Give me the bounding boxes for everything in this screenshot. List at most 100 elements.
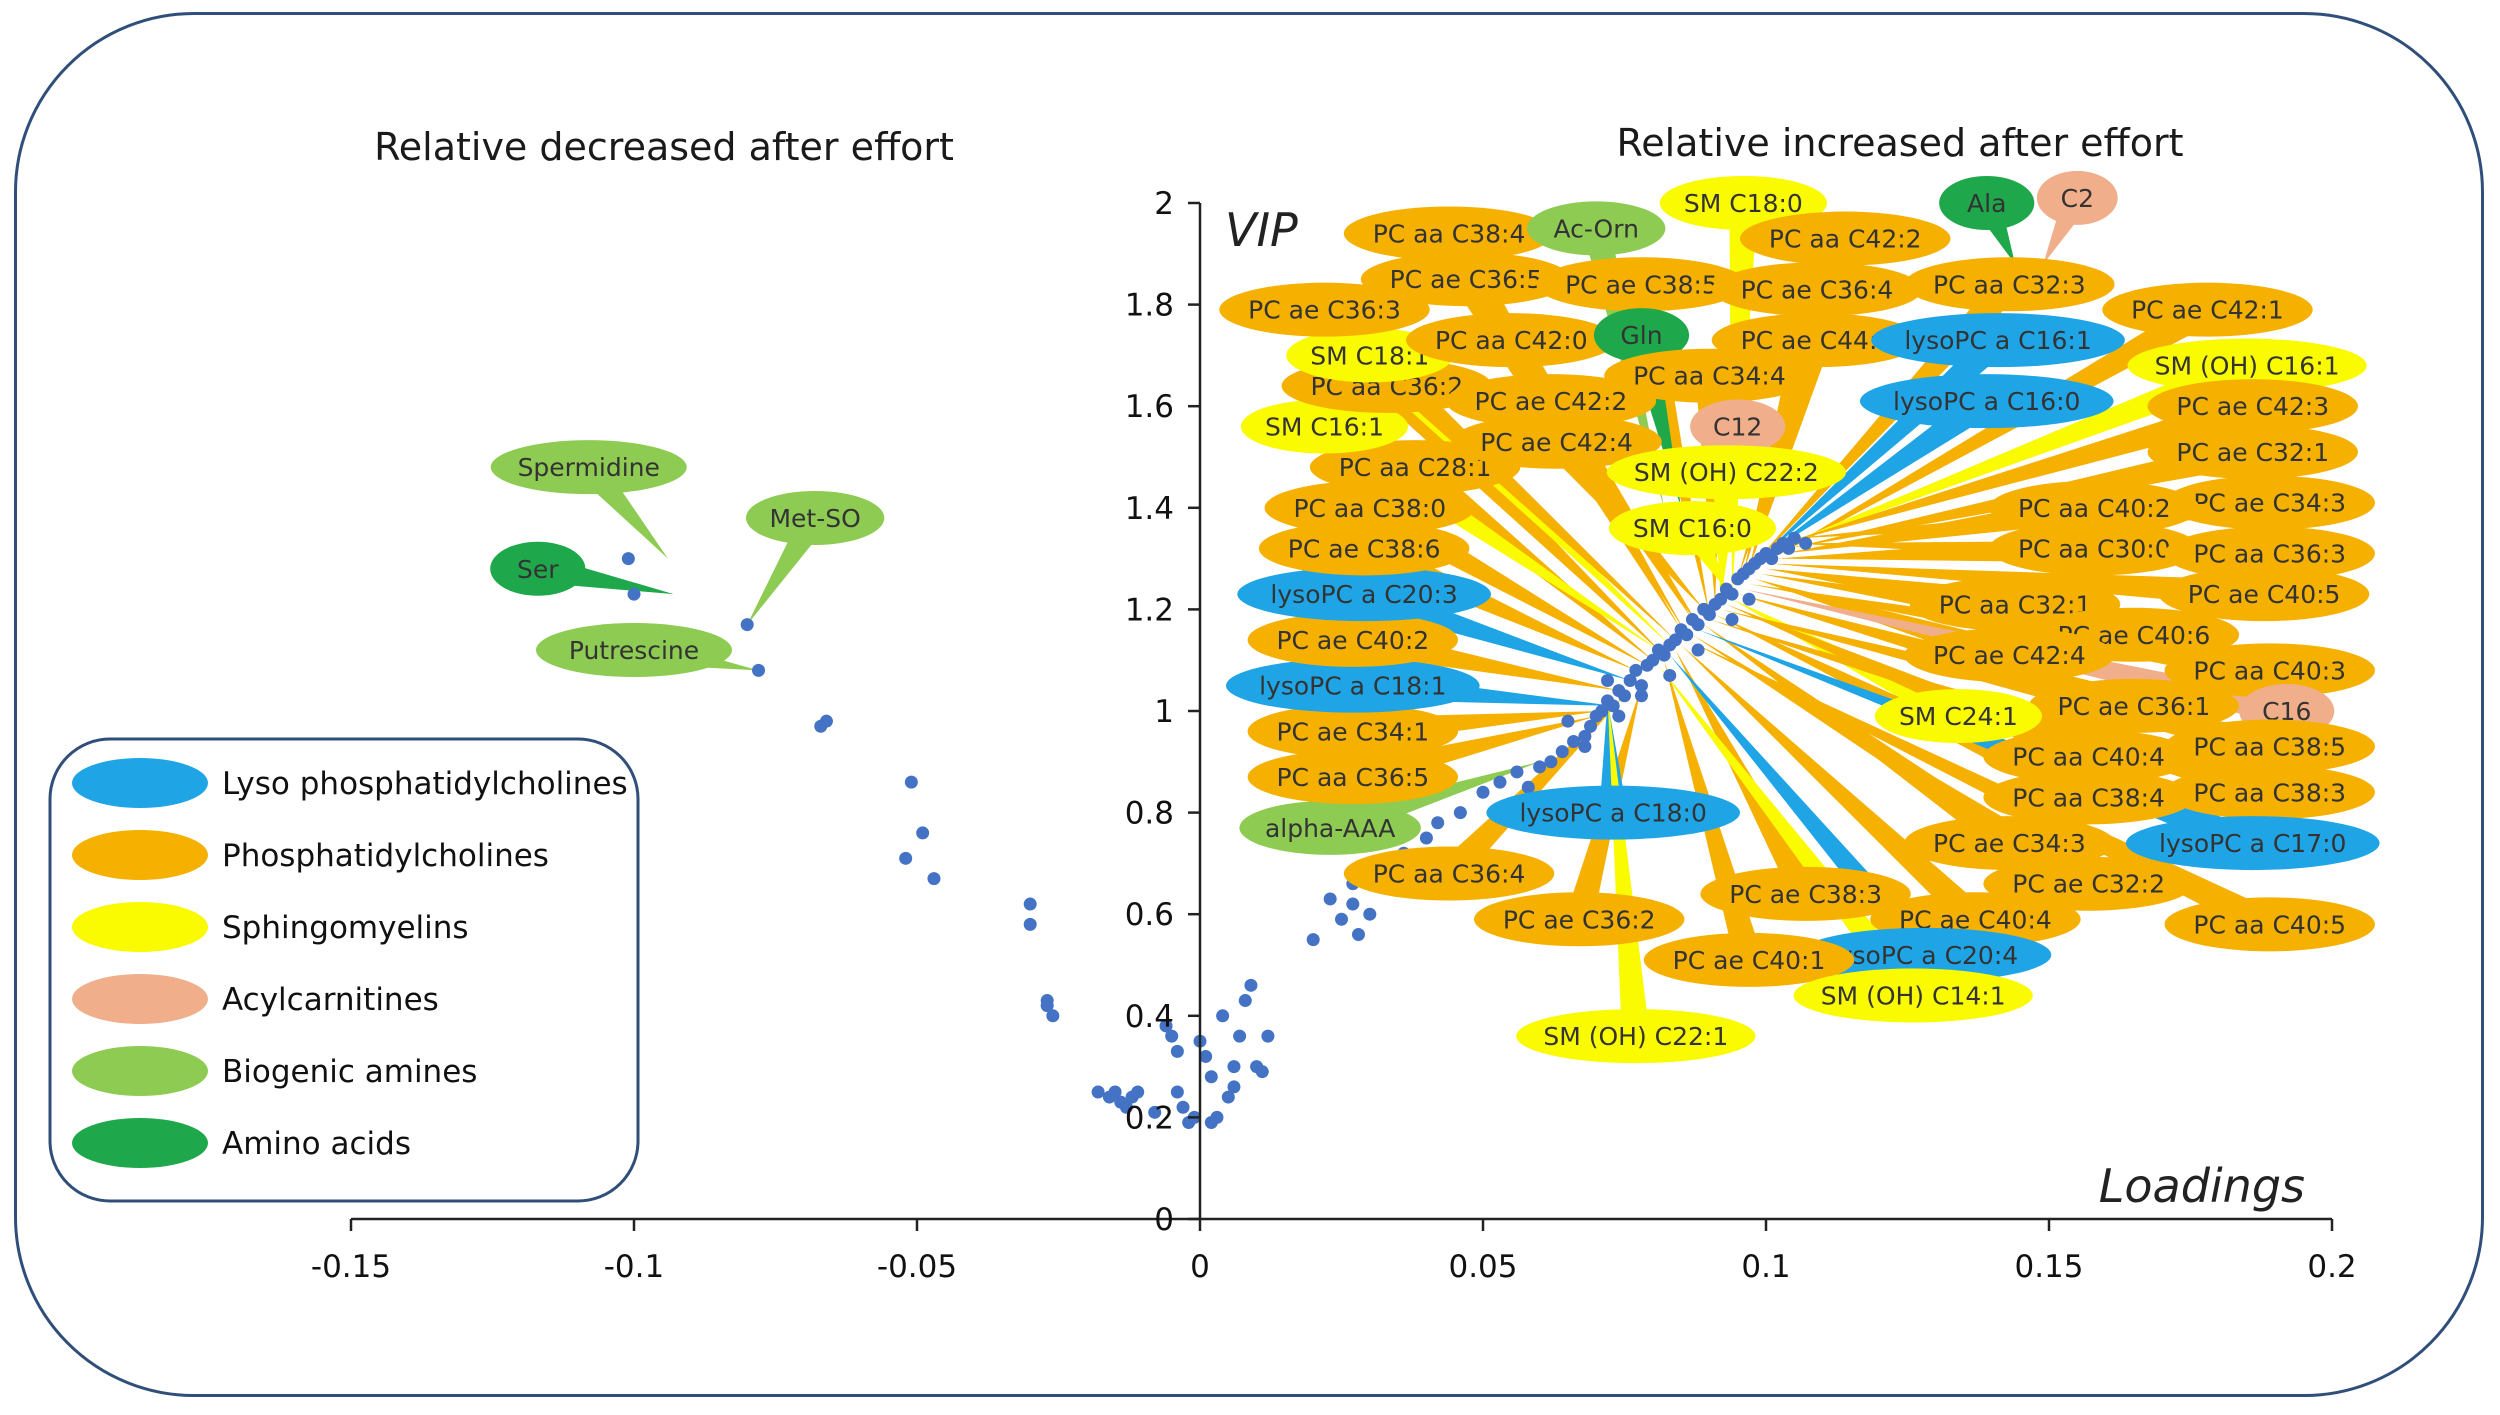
- label-bubble: [1643, 932, 1855, 987]
- data-point: [1691, 618, 1705, 632]
- label-bubble: [2164, 897, 2375, 952]
- label-bubble: [1237, 567, 1491, 622]
- data-point: [1023, 917, 1037, 931]
- data-point: [1159, 1019, 1173, 1033]
- legend-label: Lyso phosphatidylcholines: [222, 766, 628, 802]
- data-point: [1476, 785, 1490, 799]
- data-point: [1233, 1029, 1247, 1043]
- label-bubble: [2127, 338, 2367, 393]
- data-point: [904, 775, 918, 789]
- label-bubble-text: SM (OH) C14:1: [1821, 981, 2006, 1010]
- label-bubble-text: Ser: [517, 555, 559, 584]
- data-point: [1521, 780, 1535, 794]
- data-point: [1176, 1100, 1190, 1114]
- data-point: [1584, 719, 1598, 733]
- data-point: [1227, 1080, 1241, 1094]
- y-tick-label: 1.8: [1125, 288, 1174, 324]
- label-bubble-text: SM (OH) C22:1: [1543, 1022, 1728, 1051]
- data-point: [1618, 689, 1631, 703]
- label-bubble-text: PC ae C36:5: [1390, 265, 1543, 294]
- data-point: [752, 663, 766, 677]
- label-bubble-text: Ac-Orn: [1553, 214, 1639, 243]
- x-tick-label: -0.15: [311, 1249, 391, 1285]
- label-bubble-text: lysoPC a C18:1: [1259, 672, 1446, 701]
- callout-pointer: [1782, 392, 2257, 544]
- label-bubble-text: lysoPC a C16:1: [1904, 326, 2091, 355]
- label-bubble: [1360, 252, 1572, 307]
- label-bubble: [1904, 628, 2115, 683]
- label-bubble-text: PC ae C42:2: [1475, 387, 1628, 416]
- label-bubble: [1226, 658, 1480, 713]
- label-bubble: [1904, 816, 2115, 871]
- label-bubble: [490, 440, 687, 495]
- label-bubble-text: SM (OH) C16:1: [2155, 352, 2340, 381]
- data-point: [1595, 704, 1609, 718]
- label-bubble-text: PC aa C40:5: [2193, 910, 2346, 939]
- label-bubble: [1343, 206, 1555, 261]
- label-bubble: [1406, 313, 1617, 368]
- data-point: [1170, 1085, 1184, 1099]
- callout-pointer: [1681, 644, 1985, 930]
- label-bubble-text: PC aa C40:4: [2012, 743, 2165, 772]
- data-point: [1023, 897, 1037, 911]
- label-bubble: [2164, 643, 2375, 698]
- data-point: [1493, 775, 1507, 789]
- legend-swatch: [72, 974, 208, 1024]
- data-point: [1657, 648, 1671, 662]
- label-bubble-layer: Spermidine Ser Met-SO Putrescine alpha-AAA PC…: [490, 170, 2380, 1064]
- label-bubble-text: PC ae C34:3: [2193, 489, 2346, 518]
- data-point: [1351, 928, 1365, 942]
- label-bubble: [1474, 892, 1685, 947]
- data-point: [1663, 668, 1677, 682]
- figure-frame: [14, 12, 2484, 1397]
- data-point: [1634, 689, 1648, 703]
- y-tick-label: 0.2: [1125, 1100, 1174, 1136]
- label-bubble: [1711, 313, 1923, 368]
- label-bubble-text: PC aa C32:3: [1933, 270, 2086, 299]
- label-bubble-text: SM C16:0: [1633, 514, 1752, 543]
- data-point: [1601, 674, 1615, 688]
- data-point: [1702, 607, 1716, 621]
- label-bubble-text: PC ae C42:1: [2131, 296, 2284, 325]
- y-tick-label: 0: [1154, 1202, 1174, 1238]
- label-bubble-text: lysoPC a C18:0: [1519, 799, 1706, 828]
- y-tick-label: 1.6: [1125, 389, 1174, 425]
- label-bubble: [1593, 308, 1690, 363]
- label-bubble-text: PC ae C44:5: [1741, 326, 1894, 355]
- label-bubble: [1690, 399, 1786, 454]
- data-point: [1131, 1085, 1145, 1099]
- label-bubble-text: PC ae C38:5: [1565, 270, 1718, 299]
- label-bubble: [2147, 424, 2358, 479]
- data-point: [1227, 1060, 1241, 1074]
- data-point: [1363, 907, 1377, 921]
- x-tick-label: 0: [1190, 1249, 1210, 1285]
- label-bubble-text: Spermidine: [518, 453, 660, 482]
- data-point: [1255, 1065, 1269, 1079]
- data-point: [1725, 587, 1739, 601]
- data-point: [1431, 816, 1445, 830]
- legend-swatch: [72, 1118, 208, 1168]
- label-bubble: [1247, 704, 1459, 759]
- label-bubble-text: PC ae C34:3: [1933, 829, 2086, 858]
- data-point: [1453, 806, 1467, 820]
- data-point: [1561, 714, 1575, 728]
- label-bubble: [1445, 374, 1657, 429]
- x-axis-title: Loadings: [2099, 1159, 2305, 1213]
- label-bubble-text: lysoPC a C20:4: [1831, 941, 2018, 970]
- label-bubble: [2028, 678, 2240, 733]
- data-point: [1510, 765, 1524, 779]
- label-bubble: [1343, 846, 1555, 901]
- label-bubble-text: PC ae C38:6: [1288, 534, 1441, 563]
- data-point: [1238, 994, 1252, 1008]
- label-bubble: [1247, 612, 1459, 667]
- x-tick-label: 0.2: [2307, 1249, 2356, 1285]
- label-bubble: [1240, 399, 1409, 454]
- annotation-left: Relative decreased after effort: [374, 125, 954, 169]
- x-tick-label: -0.1: [604, 1249, 665, 1285]
- label-bubble: [1793, 968, 2033, 1023]
- y-tick-label: 1: [1154, 694, 1174, 730]
- label-bubble: [1239, 800, 1421, 855]
- y-tick-label: 0.8: [1125, 796, 1174, 832]
- data-point: [740, 618, 754, 632]
